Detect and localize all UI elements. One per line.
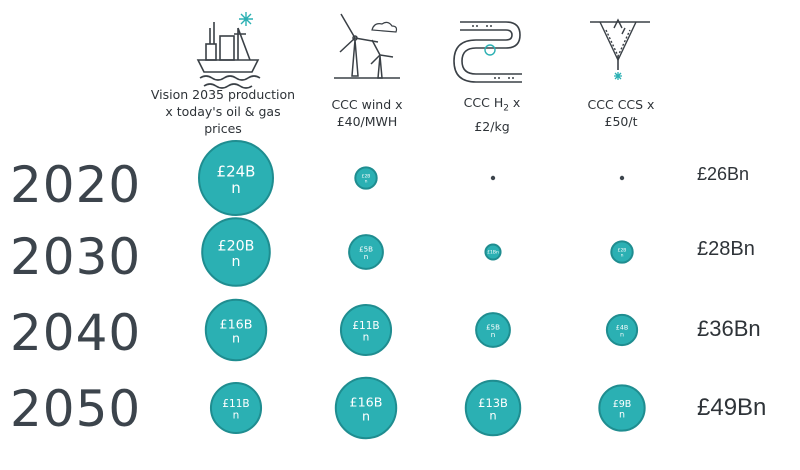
bubble-circle xyxy=(339,303,393,357)
column-header-oilgas: Vision 2035 production x today's oil & g… xyxy=(138,86,308,137)
bubble-value-label: £9B n xyxy=(613,399,632,420)
column-header-line: CCC wind x xyxy=(331,97,403,112)
bubble-2050-h2: £13B n xyxy=(464,379,522,437)
bubble-2040-ccs: £4B n xyxy=(605,313,639,347)
bubble-circle xyxy=(209,381,263,435)
year-label-2040: 2040 xyxy=(10,304,142,362)
bubble-circle xyxy=(464,379,522,437)
total-2040: £36Bn xyxy=(697,316,761,341)
total-2020: £26Bn xyxy=(697,164,750,184)
bubble-value-label: £1Bn xyxy=(487,250,499,256)
bubble-2050-wind: £16B n xyxy=(334,376,398,440)
bubble-value-label: £2B n xyxy=(618,248,627,259)
year-label-2020: 2020 xyxy=(10,156,142,214)
bubble-2050-ccs: £9B n xyxy=(598,384,646,432)
year-label-2050: 2050 xyxy=(10,380,142,438)
bubble-circle xyxy=(354,166,378,190)
bubble-value-label: £4B n xyxy=(616,324,628,338)
bubble-2020-ccs xyxy=(619,175,625,181)
bubble-circle xyxy=(484,243,502,261)
bubble-circle xyxy=(198,140,274,216)
bubble-2040-oilgas: £16B n xyxy=(204,298,268,362)
h2-label-pre: CCC H xyxy=(463,95,504,110)
column-header-h2: CCC H2 x £2/kg xyxy=(407,94,577,135)
bubble-value-label: £16B n xyxy=(220,317,253,346)
bubble-value-label: £11B n xyxy=(222,398,249,422)
bubble-2020-wind: £2B n xyxy=(354,166,378,190)
column-header-line: x today's oil & gas xyxy=(165,104,281,119)
column-header-line: prices xyxy=(204,121,242,136)
bubble-circle xyxy=(204,298,268,362)
carbon-capture-icon xyxy=(590,18,650,80)
bubble-2040-h2: £5B n xyxy=(475,312,511,348)
total-2050: £49Bn xyxy=(697,394,767,421)
bubble-2030-wind: £5B n xyxy=(348,234,384,270)
bubble-value-label: £16B n xyxy=(350,395,383,424)
column-header-line: CCC H2 x xyxy=(407,94,577,118)
bubble-2030-h2: £1Bn xyxy=(484,243,502,261)
bubble-circle xyxy=(348,234,384,270)
total-2030: £28Bn xyxy=(697,238,755,260)
bubble-2030-ccs: £2B n xyxy=(610,240,634,264)
bubble-circle xyxy=(334,376,398,440)
hydrogen-pipeline-icon xyxy=(453,21,522,83)
h2-label-post: x xyxy=(508,95,521,110)
bubble-circle xyxy=(475,312,511,348)
bubble-2040-wind: £11B n xyxy=(339,303,393,357)
h2-label-sub: 2 xyxy=(503,103,509,114)
bubble-value-label: £11B n xyxy=(352,320,379,344)
column-header-line: £40/MWH xyxy=(336,114,398,129)
column-header-line: Vision 2035 production xyxy=(150,87,296,102)
bubble-2050-oilgas: £11B n xyxy=(209,381,263,435)
wind-turbine-icon xyxy=(334,13,400,79)
column-header-line: CCC CCS x xyxy=(587,97,655,112)
bubble-circle xyxy=(605,313,639,347)
bubble-value-label: £24B n xyxy=(217,163,256,198)
bubble-value-label: £2B n xyxy=(362,174,371,185)
year-label-2030: 2030 xyxy=(10,228,142,286)
bubble-dot xyxy=(619,175,625,181)
column-header-wind: CCC wind x £40/MWH xyxy=(282,96,452,130)
bubble-value-label: £5B n xyxy=(486,322,500,339)
bubble-circle xyxy=(610,240,634,264)
bubble-value-label: £5B n xyxy=(359,244,373,261)
column-header-line: £2/kg xyxy=(474,118,510,134)
bubble-value-label: £20B n xyxy=(218,239,255,271)
bubble-2030-oilgas: £20B n xyxy=(201,217,271,287)
oil-rig-icon xyxy=(196,12,261,89)
bubble-2020-h2 xyxy=(490,175,496,181)
column-header-line: £50/t xyxy=(604,114,638,129)
bubble-value-label: £13B n xyxy=(478,396,508,423)
bubble-dot xyxy=(490,175,496,181)
bubble-2020-oilgas: £24B n xyxy=(198,140,274,216)
bubble-circle xyxy=(598,384,646,432)
column-header-ccs: CCC CCS x £50/t xyxy=(536,96,706,130)
bubble-circle xyxy=(201,217,271,287)
